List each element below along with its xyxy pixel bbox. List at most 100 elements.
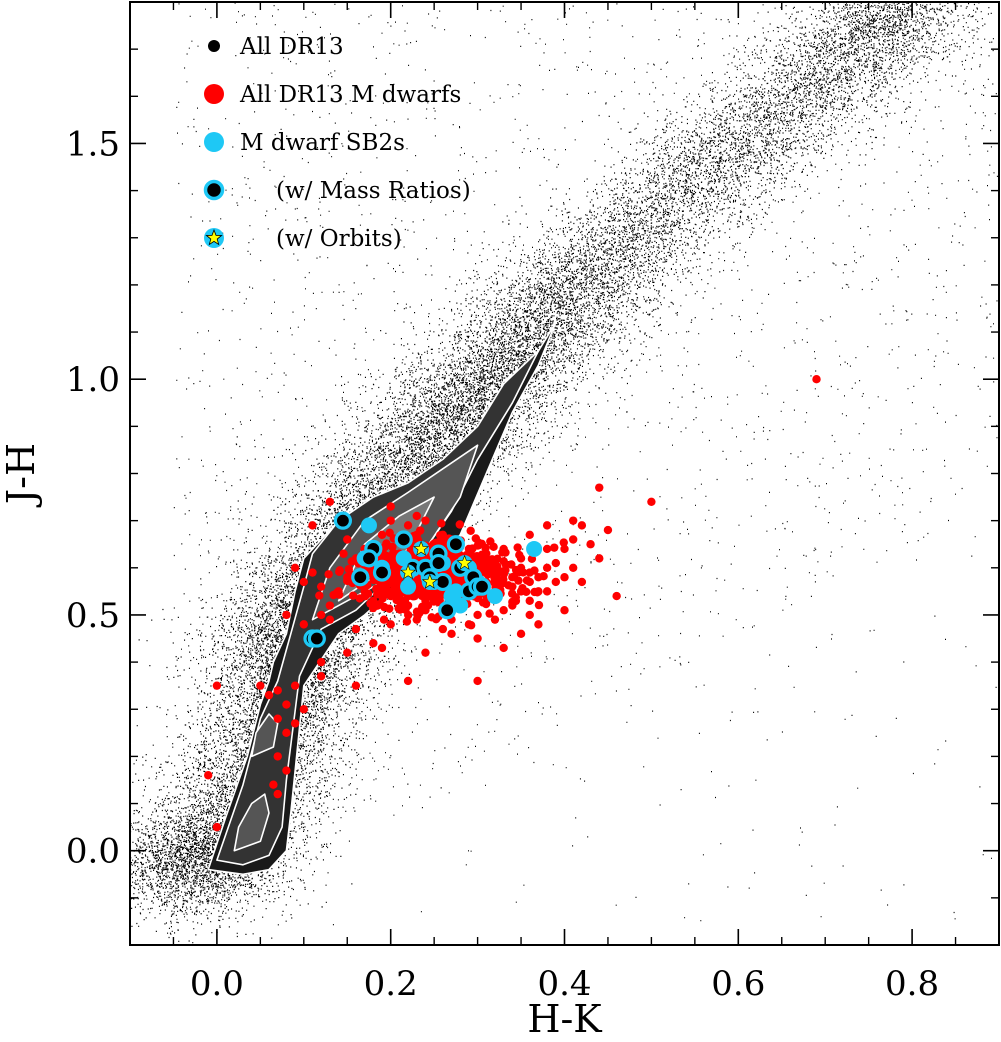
legend: All DR13 All DR13 M dwarfs M dwarf SB2s (w/… (203, 34, 471, 252)
m-dwarf-point (415, 526, 425, 535)
m-dwarf-point (273, 686, 282, 695)
m-dwarf-point (282, 766, 291, 775)
m-dwarf-point (290, 563, 300, 572)
mass-ratio-point (472, 577, 492, 596)
m-dwarf-point (343, 535, 352, 544)
m-dwarf-point (316, 672, 326, 681)
m-dwarf-point (560, 606, 569, 615)
mass-ratio-point (438, 601, 457, 620)
m-dwarf-point (507, 589, 517, 598)
m-dwarf-point (511, 565, 521, 575)
m-dwarf-point (421, 648, 430, 657)
m-dwarf-point (400, 596, 410, 605)
m-dwarf-point (647, 497, 656, 506)
m-dwarf-point (379, 615, 389, 624)
m-dwarf-point (273, 714, 282, 723)
y-tick-label: 1.5 (66, 124, 120, 164)
m-dwarf-point (343, 648, 352, 657)
m-dwarf-point (481, 543, 490, 553)
sb2-points (303, 511, 543, 648)
m-dwarf-point (387, 578, 396, 587)
orbit-star-icon (400, 564, 417, 580)
y-tick-label: 0.5 (66, 596, 120, 636)
m-dwarf-point (324, 570, 333, 579)
m-dwarf-point (560, 544, 569, 554)
m-dwarf-point (595, 483, 604, 492)
m-dwarf-point (264, 690, 274, 700)
m-dwarf-point (568, 516, 578, 525)
m-dwarf-point (534, 600, 544, 610)
m-dwarf-point (325, 601, 335, 610)
m-dwarf-point (525, 610, 534, 620)
m-dwarf-point (480, 555, 489, 564)
y-axis-label: J-H (0, 443, 43, 508)
m-dwarf-point (282, 700, 291, 709)
m-dwarf-point (428, 592, 438, 601)
m-dwarf-point (491, 574, 501, 583)
m-dwarf-point (308, 568, 317, 577)
m-dwarf-point (299, 705, 308, 714)
m-dwarf-point (344, 564, 353, 574)
m-dwarf-point (542, 587, 552, 596)
y-tick-label: 0.0 (66, 832, 120, 872)
x-tick-label: 0.8 (885, 964, 939, 1004)
sb2-point (400, 578, 417, 595)
m-dwarf-point (373, 590, 382, 599)
m-dwarf-point (516, 629, 526, 639)
legend-marker-sb2 (204, 132, 224, 152)
orbit-star-icon (421, 573, 438, 589)
x-tick-label: 0.2 (364, 964, 418, 1004)
m-dwarf-point (347, 557, 356, 566)
m-dwarf-point (595, 554, 604, 563)
x-tick-label: 0.0 (190, 964, 244, 1004)
m-dwarf-point (568, 535, 578, 544)
m-dwarf-point (551, 577, 561, 587)
m-dwarf-point (513, 543, 522, 552)
m-dwarf-point (539, 572, 548, 581)
mass-ratio-point (333, 511, 353, 530)
m-dwarf-point (577, 577, 587, 587)
mass-ratio-point (394, 530, 413, 549)
m-dwarf-point (534, 620, 543, 629)
m-dwarf-point (351, 624, 361, 634)
m-dwarf-point (421, 516, 430, 525)
m-dwarf-point (522, 576, 532, 585)
m-dwarf-point (212, 822, 222, 832)
m-dwarf-point (473, 634, 482, 643)
m-dwarf-point (438, 624, 448, 634)
m-dwarf-point (385, 528, 394, 537)
m-dwarf-point (339, 549, 348, 558)
orbit-star-icon (456, 554, 473, 570)
m-dwarf-point (316, 657, 326, 667)
m-dwarf-point (577, 521, 587, 530)
sb2-point (486, 588, 503, 605)
m-dwarf-point (273, 789, 282, 799)
m-dwarf-point (385, 604, 394, 613)
m-dwarf-point (586, 540, 595, 549)
m-dwarf-point (378, 582, 388, 591)
m-dwarf-point (603, 525, 613, 535)
m-dwarf-point (412, 511, 421, 521)
m-dwarf-point (525, 596, 534, 606)
y-tick-label: 1.0 (66, 360, 120, 400)
m-dwarf-point (501, 548, 510, 557)
m-dwarf-point (481, 599, 491, 609)
m-dwarf-point (390, 568, 399, 577)
m-dwarf-point (299, 577, 308, 587)
m-dwarf-point (290, 719, 300, 728)
legend-label: All DR13 M dwarfs (239, 82, 461, 108)
m-dwarf-point (394, 604, 403, 613)
m-dwarf-point (483, 570, 492, 579)
m-dwarf-point (329, 590, 338, 600)
legend-star-icon (205, 228, 223, 246)
m-dwarf-point (525, 530, 534, 539)
m-dwarf-point (335, 567, 344, 577)
m-dwarf-point (273, 752, 282, 761)
m-dwarf-point (568, 563, 578, 572)
m-dwarf-point (530, 587, 539, 597)
m-dwarf-point (308, 521, 317, 530)
m-dwarf-point (466, 621, 476, 630)
mass-ratio-point (372, 563, 392, 582)
x-tick-label: 0.6 (711, 964, 765, 1004)
m-dwarf-point (542, 563, 552, 572)
